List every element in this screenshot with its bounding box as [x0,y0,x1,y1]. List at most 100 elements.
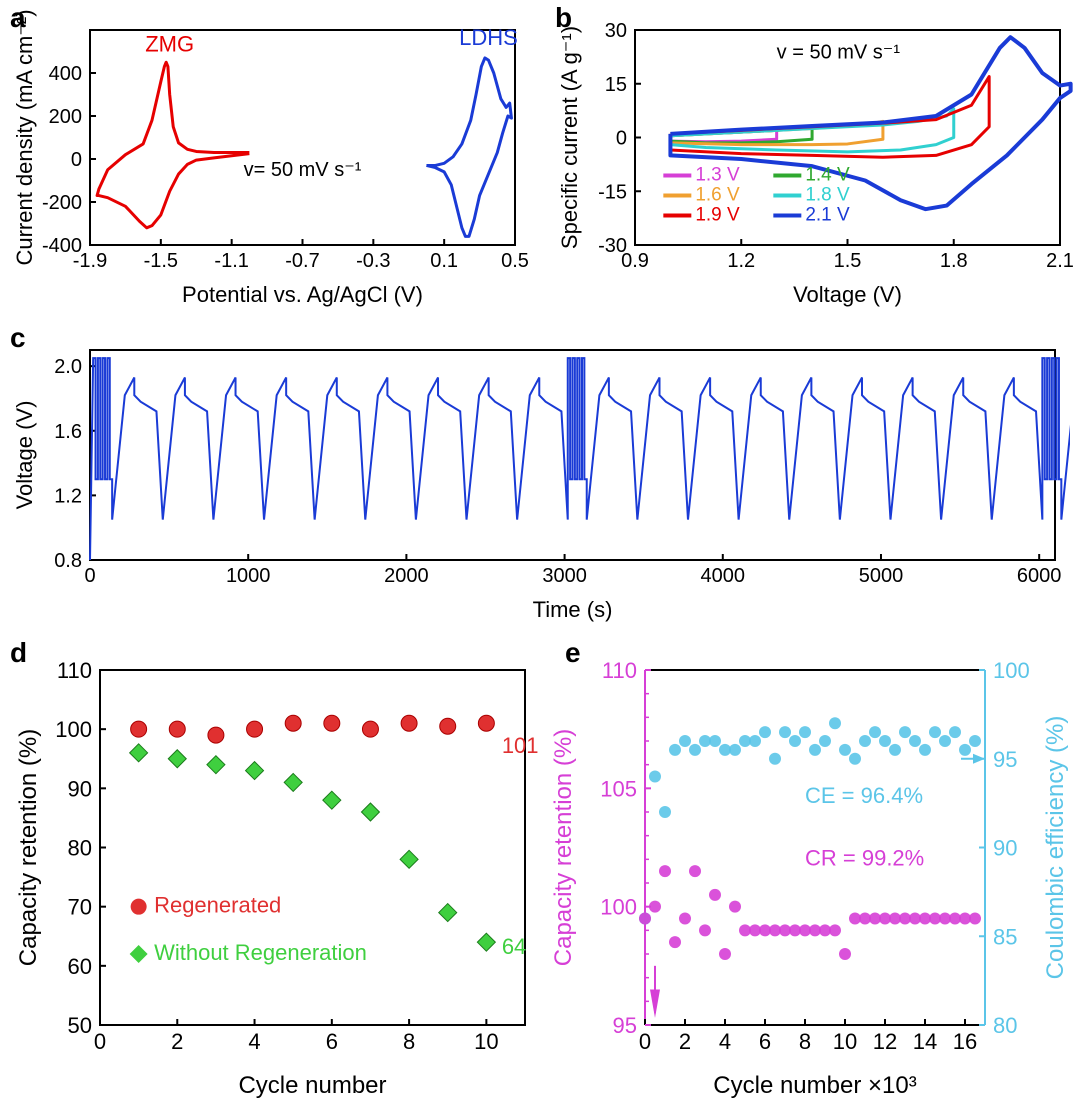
svg-text:90: 90 [993,836,1017,861]
label-d: d [10,637,27,669]
label-a: a [10,2,26,34]
svg-text:95: 95 [613,1013,637,1038]
svg-text:6: 6 [759,1029,771,1054]
svg-text:1.3 V: 1.3 V [695,165,740,186]
panel-d: d 02468105060708090100110Cycle numberCap… [10,645,540,1115]
chart-e: 02468101214169510010511080859095100Cycle… [545,645,1075,1110]
svg-text:1.6 V: 1.6 V [695,185,740,206]
svg-text:Cycle number: Cycle number [238,1072,386,1099]
svg-text:-200: -200 [42,192,82,214]
svg-text:Coulombic efficiency (%): Coulombic efficiency (%) [1042,716,1069,980]
svg-text:-15: -15 [598,181,627,203]
svg-text:ZMG: ZMG [145,32,194,57]
svg-text:Regenerated: Regenerated [154,893,281,918]
svg-text:4000: 4000 [701,565,746,587]
svg-text:Potential vs. Ag/AgCl (V): Potential vs. Ag/AgCl (V) [182,282,423,307]
panel-b: b 0.91.21.51.82.1-30-1501530Voltage (V)S… [555,10,1075,310]
svg-text:2000: 2000 [384,565,429,587]
svg-text:2.1 V: 2.1 V [805,205,850,226]
svg-text:Voltage (V): Voltage (V) [793,282,902,307]
svg-text:15: 15 [605,74,627,96]
svg-text:Cycle number ×10³: Cycle number ×10³ [713,1072,916,1099]
svg-text:Capacity retention (%): Capacity retention (%) [550,729,577,966]
svg-text:14: 14 [913,1029,937,1054]
svg-text:0: 0 [639,1029,651,1054]
svg-text:6000: 6000 [1017,565,1062,587]
label-e: e [565,637,581,669]
svg-text:64: 64 [502,934,526,959]
svg-text:101: 101 [502,733,539,758]
label-c: c [10,322,26,354]
svg-text:1.6: 1.6 [54,421,82,443]
svg-text:10: 10 [474,1029,498,1054]
svg-text:1.2: 1.2 [727,250,755,272]
svg-text:1.2: 1.2 [54,485,82,507]
chart-b: 0.91.21.51.82.1-30-1501530Voltage (V)Spe… [555,10,1075,310]
svg-text:Without Regeneration: Without Regeneration [154,940,367,965]
svg-text:2: 2 [171,1029,183,1054]
svg-text:Voltage (V): Voltage (V) [12,401,37,510]
svg-text:-0.7: -0.7 [285,250,319,272]
svg-text:0.8: 0.8 [54,550,82,572]
svg-text:110: 110 [57,658,92,683]
svg-text:4: 4 [719,1029,731,1054]
svg-text:3000: 3000 [542,565,587,587]
svg-text:1.5: 1.5 [834,250,862,272]
svg-text:30: 30 [605,20,627,42]
svg-text:CE = 96.4%: CE = 96.4% [805,783,923,808]
svg-text:100: 100 [600,895,637,920]
svg-text:Capacity retention (%): Capacity retention (%) [15,729,42,966]
svg-text:v = 50 mV s⁻¹: v = 50 mV s⁻¹ [777,42,901,64]
panel-a: a -1.9-1.5-1.1-0.7-0.30.10.5-400-2000200… [10,10,540,310]
svg-text:85: 85 [993,924,1017,949]
svg-text:-1.1: -1.1 [214,250,248,272]
svg-text:-400: -400 [42,235,82,257]
svg-text:5000: 5000 [859,565,904,587]
svg-text:400: 400 [49,63,82,85]
svg-text:1.9 V: 1.9 V [695,205,740,226]
svg-text:200: 200 [49,106,82,128]
svg-text:0: 0 [71,149,82,171]
svg-text:0: 0 [84,565,95,587]
svg-text:8: 8 [799,1029,811,1054]
svg-text:LDHS: LDHS [459,25,518,50]
svg-text:12: 12 [873,1029,897,1054]
svg-text:v= 50 mV s⁻¹: v= 50 mV s⁻¹ [244,159,362,181]
svg-text:1.8 V: 1.8 V [805,185,850,206]
svg-text:2.1: 2.1 [1046,250,1074,272]
panel-e: e 02468101214169510010511080859095100Cyc… [545,645,1075,1115]
svg-text:CR = 99.2%: CR = 99.2% [805,845,924,870]
svg-text:60: 60 [68,954,92,979]
svg-text:8: 8 [403,1029,415,1054]
svg-text:10: 10 [833,1029,857,1054]
svg-text:105: 105 [600,776,637,801]
svg-text:70: 70 [68,895,92,920]
svg-text:0.1: 0.1 [430,250,458,272]
svg-text:95: 95 [993,747,1017,772]
panel-c: c 01000200030004000500060000.81.21.62.0T… [10,330,1070,625]
svg-text:Specific current (A g⁻¹): Specific current (A g⁻¹) [557,26,582,249]
svg-text:1.8: 1.8 [940,250,968,272]
svg-text:90: 90 [68,776,92,801]
svg-text:100: 100 [55,717,92,742]
chart-a: -1.9-1.5-1.1-0.7-0.30.10.5-400-200020040… [10,10,530,310]
svg-text:100: 100 [993,658,1030,683]
svg-text:0.5: 0.5 [501,250,529,272]
svg-text:Current density (mA cm⁻²): Current density (mA cm⁻²) [12,10,37,266]
svg-text:50: 50 [68,1013,92,1038]
svg-text:2.0: 2.0 [54,356,82,378]
svg-text:-0.3: -0.3 [356,250,390,272]
svg-text:Time (s): Time (s) [533,597,613,622]
svg-text:6: 6 [326,1029,338,1054]
svg-text:80: 80 [993,1013,1017,1038]
svg-text:1.4 V: 1.4 V [805,165,850,186]
svg-text:0: 0 [616,128,627,150]
svg-text:1000: 1000 [226,565,271,587]
svg-text:2: 2 [679,1029,691,1054]
svg-text:-1.5: -1.5 [144,250,178,272]
svg-text:4: 4 [248,1029,260,1054]
chart-c: 0 1000 2000 3000 4000 5000 6000 0.8 1.2 1.6 2.0 Tim… [10,330,1070,625]
svg-text:16: 16 [953,1029,977,1054]
svg-text:-30: -30 [598,235,627,257]
svg-text:80: 80 [68,836,92,861]
